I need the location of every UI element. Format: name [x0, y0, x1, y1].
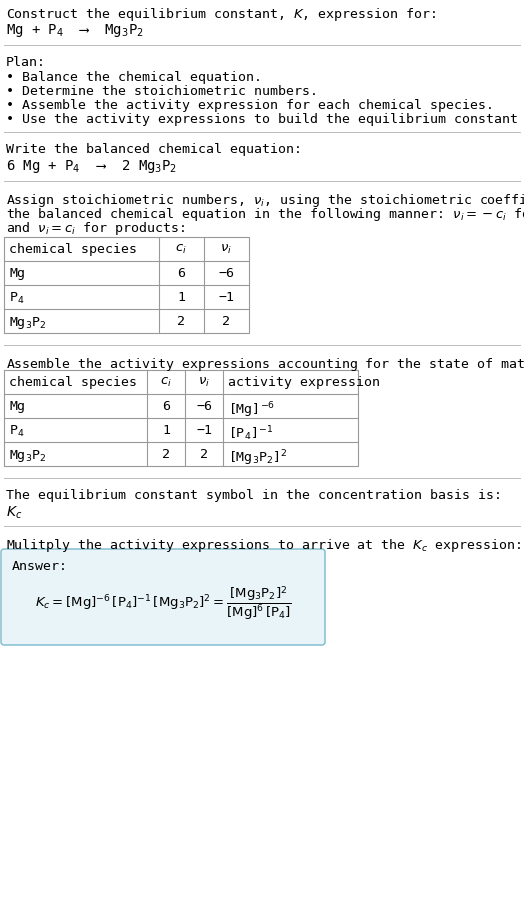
Text: $\nu_i$: $\nu_i$ — [198, 375, 210, 389]
Text: the balanced chemical equation in the following manner: $\nu_i = -c_i$ for react: the balanced chemical equation in the fo… — [6, 206, 524, 223]
Text: [P$_4$]$^{-1}$: [P$_4$]$^{-1}$ — [228, 424, 273, 442]
Text: P$_4$: P$_4$ — [9, 290, 25, 306]
Text: Assemble the activity expressions accounting for the state of matter and $\nu_i$: Assemble the activity expressions accoun… — [6, 355, 524, 373]
Text: 2: 2 — [200, 447, 208, 461]
Text: Mg: Mg — [9, 400, 25, 412]
Text: Mg + P$_4$  ⟶  Mg$_3$P$_2$: Mg + P$_4$ ⟶ Mg$_3$P$_2$ — [6, 22, 144, 39]
Text: Answer:: Answer: — [12, 559, 68, 573]
Text: [Mg$_3$P$_2$]$^2$: [Mg$_3$P$_2$]$^2$ — [228, 447, 288, 467]
Text: and $\nu_i = c_i$ for products:: and $\nu_i = c_i$ for products: — [6, 220, 185, 236]
Text: • Assemble the activity expression for each chemical species.: • Assemble the activity expression for e… — [6, 99, 494, 112]
Text: Construct the equilibrium constant, $K$, expression for:: Construct the equilibrium constant, $K$,… — [6, 6, 436, 23]
Text: • Determine the stoichiometric numbers.: • Determine the stoichiometric numbers. — [6, 85, 318, 98]
Text: −1: −1 — [196, 424, 212, 437]
Text: −6: −6 — [196, 400, 212, 412]
Text: chemical species: chemical species — [9, 243, 137, 255]
Bar — [4, 371, 358, 466]
Text: 2: 2 — [177, 315, 185, 327]
Text: Write the balanced chemical equation:: Write the balanced chemical equation: — [6, 143, 302, 156]
Text: [Mg]$^{-6}$: [Mg]$^{-6}$ — [228, 400, 275, 419]
Text: 6: 6 — [162, 400, 170, 412]
Text: The equilibrium constant symbol in the concentration basis is:: The equilibrium constant symbol in the c… — [6, 489, 502, 502]
Text: Assign stoichiometric numbers, $\nu_i$, using the stoichiometric coefficients, $: Assign stoichiometric numbers, $\nu_i$, … — [6, 192, 524, 208]
Text: $\nu_i$: $\nu_i$ — [220, 243, 232, 256]
Text: • Balance the chemical equation.: • Balance the chemical equation. — [6, 71, 262, 84]
Text: 2: 2 — [222, 315, 230, 327]
Text: 6: 6 — [177, 267, 185, 280]
Text: 6 Mg + P$_4$  ⟶  2 Mg$_3$P$_2$: 6 Mg + P$_4$ ⟶ 2 Mg$_3$P$_2$ — [6, 158, 177, 175]
Text: −6: −6 — [218, 267, 234, 280]
Text: $c_i$: $c_i$ — [160, 375, 172, 389]
Text: $c_i$: $c_i$ — [175, 243, 187, 256]
Text: Mulitply the activity expressions to arrive at the $K_c$ expression:: Mulitply the activity expressions to arr… — [6, 537, 521, 554]
Text: $K_c$: $K_c$ — [6, 504, 23, 520]
Text: 1: 1 — [177, 290, 185, 304]
Text: • Use the activity expressions to build the equilibrium constant expression.: • Use the activity expressions to build … — [6, 113, 524, 126]
Text: activity expression: activity expression — [228, 375, 380, 389]
Text: Mg$_3$P$_2$: Mg$_3$P$_2$ — [9, 447, 46, 464]
Text: Mg: Mg — [9, 267, 25, 280]
Text: Mg$_3$P$_2$: Mg$_3$P$_2$ — [9, 315, 46, 331]
Text: −1: −1 — [218, 290, 234, 304]
Text: 1: 1 — [162, 424, 170, 437]
Bar — [4, 238, 249, 334]
Text: 2: 2 — [162, 447, 170, 461]
Text: $K_c = [\mathrm{Mg}]^{-6}\,[\mathrm{P_4}]^{-1}\,[\mathrm{Mg_3P_2}]^2 = \dfrac{[\: $K_c = [\mathrm{Mg}]^{-6}\,[\mathrm{P_4}… — [35, 584, 291, 621]
Text: Plan:: Plan: — [6, 56, 46, 69]
FancyBboxPatch shape — [1, 549, 325, 645]
Text: chemical species: chemical species — [9, 375, 137, 389]
Text: P$_4$: P$_4$ — [9, 424, 25, 438]
